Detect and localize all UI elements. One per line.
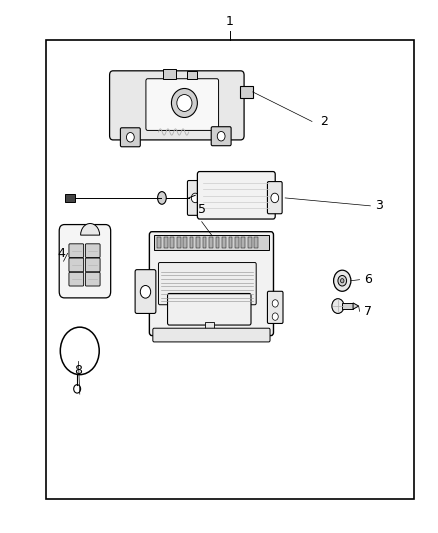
FancyBboxPatch shape xyxy=(59,224,111,298)
Circle shape xyxy=(272,313,278,320)
Bar xyxy=(66,193,75,202)
FancyBboxPatch shape xyxy=(120,128,140,147)
FancyBboxPatch shape xyxy=(153,328,270,342)
Bar xyxy=(248,237,252,247)
Bar xyxy=(215,237,219,247)
Text: 4: 4 xyxy=(58,247,66,260)
Text: 1: 1 xyxy=(226,15,234,28)
Bar xyxy=(46,39,413,498)
FancyBboxPatch shape xyxy=(168,294,251,325)
FancyBboxPatch shape xyxy=(146,79,219,131)
Circle shape xyxy=(340,279,344,283)
Bar xyxy=(164,237,168,247)
Wedge shape xyxy=(81,223,100,235)
Bar xyxy=(183,237,187,247)
Bar xyxy=(235,237,239,247)
Bar xyxy=(187,71,198,79)
Circle shape xyxy=(217,132,225,141)
FancyBboxPatch shape xyxy=(187,181,203,215)
Ellipse shape xyxy=(124,92,141,119)
Bar xyxy=(241,237,245,247)
Text: 3: 3 xyxy=(374,199,382,212)
FancyBboxPatch shape xyxy=(69,272,84,286)
Bar xyxy=(222,237,226,247)
Ellipse shape xyxy=(158,191,166,204)
FancyBboxPatch shape xyxy=(135,270,156,313)
Bar xyxy=(229,237,233,247)
Circle shape xyxy=(140,286,151,298)
FancyBboxPatch shape xyxy=(85,244,100,257)
Bar xyxy=(170,237,174,247)
Text: 5: 5 xyxy=(198,204,206,216)
Ellipse shape xyxy=(171,88,198,117)
FancyBboxPatch shape xyxy=(85,272,100,286)
Circle shape xyxy=(338,276,346,286)
Text: 6: 6 xyxy=(364,273,372,286)
Ellipse shape xyxy=(177,94,192,111)
Ellipse shape xyxy=(221,96,235,120)
Bar xyxy=(209,237,213,247)
Circle shape xyxy=(271,193,279,203)
Text: 8: 8 xyxy=(74,364,82,377)
FancyBboxPatch shape xyxy=(198,172,275,219)
FancyBboxPatch shape xyxy=(268,292,283,324)
Bar xyxy=(240,86,253,98)
FancyBboxPatch shape xyxy=(149,232,273,336)
Bar xyxy=(196,237,200,247)
Bar xyxy=(202,237,206,247)
Bar xyxy=(254,237,258,247)
FancyBboxPatch shape xyxy=(159,263,256,305)
Circle shape xyxy=(334,270,351,292)
FancyBboxPatch shape xyxy=(85,258,100,272)
Circle shape xyxy=(191,193,199,203)
Text: 7: 7 xyxy=(364,305,372,318)
FancyBboxPatch shape xyxy=(211,127,231,146)
Bar xyxy=(157,237,161,247)
Ellipse shape xyxy=(216,90,240,127)
FancyBboxPatch shape xyxy=(268,182,282,214)
Circle shape xyxy=(272,300,278,307)
Bar xyxy=(205,322,215,329)
FancyBboxPatch shape xyxy=(69,244,84,257)
Circle shape xyxy=(332,298,344,313)
Bar xyxy=(177,237,180,247)
FancyBboxPatch shape xyxy=(69,258,84,272)
Circle shape xyxy=(127,133,134,142)
Bar xyxy=(154,235,269,249)
Bar xyxy=(190,237,194,247)
Polygon shape xyxy=(353,303,359,309)
FancyBboxPatch shape xyxy=(110,71,244,140)
Text: 2: 2 xyxy=(321,115,328,128)
Bar xyxy=(163,69,176,79)
Bar xyxy=(342,303,353,309)
Ellipse shape xyxy=(118,83,147,128)
